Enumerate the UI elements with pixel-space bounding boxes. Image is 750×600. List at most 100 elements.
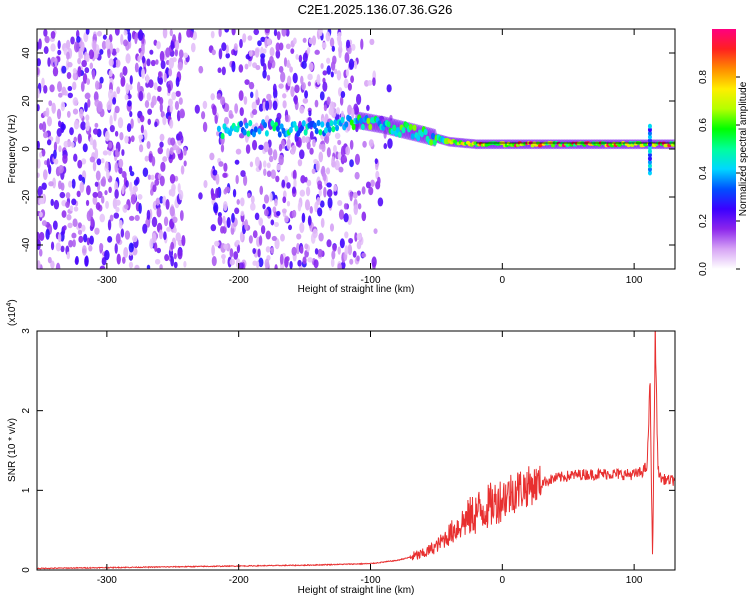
- noise-mark: [67, 141, 72, 147]
- noise-mark: [99, 49, 104, 55]
- spectrogram-x-tick-label: 100: [626, 275, 643, 286]
- noise-mark: [46, 139, 52, 146]
- signal-mark: [408, 123, 413, 131]
- noise-mark: [304, 90, 309, 99]
- noise-mark: [233, 251, 239, 260]
- noise-mark: [250, 202, 256, 211]
- noise-mark: [118, 158, 124, 169]
- noise-mark: [284, 215, 289, 223]
- noise-mark: [275, 42, 281, 52]
- noise-mark: [286, 75, 292, 87]
- noise-mark: [305, 136, 309, 144]
- noise-mark: [71, 232, 77, 239]
- spectrogram-x-tick-label: -300: [97, 275, 117, 286]
- noise-mark: [366, 104, 370, 112]
- noise-mark: [169, 219, 174, 228]
- noise-mark: [118, 219, 123, 229]
- noise-mark: [125, 53, 131, 64]
- noise-mark: [260, 55, 265, 67]
- noise-mark: [89, 235, 94, 245]
- noise-mark: [72, 239, 76, 248]
- colorbar-tick-label: 0.2: [698, 214, 709, 228]
- noise-mark: [139, 115, 145, 123]
- noise-mark: [99, 76, 104, 84]
- noise-mark: [150, 174, 155, 181]
- spike-mark: [647, 148, 652, 154]
- noise-mark: [134, 32, 138, 45]
- noise-mark: [144, 100, 150, 109]
- noise-mark: [123, 247, 129, 259]
- noise-mark: [106, 169, 110, 180]
- noise-mark: [183, 147, 187, 156]
- noise-mark: [351, 43, 356, 51]
- noise-mark: [214, 114, 218, 125]
- noise-mark: [95, 202, 101, 211]
- noise-mark: [353, 204, 359, 216]
- noise-mark: [169, 206, 175, 217]
- noise-mark: [170, 40, 175, 51]
- noise-mark: [154, 179, 160, 186]
- noise-mark: [299, 245, 304, 254]
- signal-mark: [359, 117, 364, 125]
- noise-mark: [255, 260, 260, 269]
- noise-mark: [41, 182, 47, 191]
- noise-mark: [297, 259, 302, 267]
- noise-mark: [238, 262, 244, 269]
- noise-mark: [262, 69, 267, 79]
- noise-mark: [243, 96, 248, 105]
- noise-mark: [159, 196, 164, 204]
- noise-mark: [97, 191, 103, 199]
- signal-mark: [303, 129, 308, 136]
- noise-mark: [77, 229, 83, 235]
- noise-mark: [238, 133, 245, 139]
- noise-mark: [94, 80, 100, 90]
- noise-mark: [146, 140, 151, 150]
- noise-mark: [332, 243, 337, 252]
- noise-mark: [239, 231, 244, 243]
- snr-y-axis-label: SNR (10 * v/v): [7, 418, 18, 482]
- noise-mark: [348, 58, 355, 70]
- noise-mark: [65, 201, 70, 208]
- noise-mark: [146, 58, 151, 67]
- noise-mark: [281, 208, 287, 214]
- noise-mark: [374, 158, 378, 165]
- noise-mark: [243, 174, 248, 187]
- noise-mark: [258, 235, 263, 246]
- noise-mark: [122, 66, 128, 76]
- spectrogram-y-axis-label: Frequency (Hz): [7, 115, 18, 184]
- spectrogram-x-tick-label: -100: [360, 275, 380, 286]
- noise-mark: [326, 239, 332, 248]
- snr-panel: -300 -200 -100 0 100 0 1 2 3 Height of straight…: [6, 299, 676, 596]
- noise-mark: [121, 186, 125, 195]
- noise-mark: [122, 256, 126, 264]
- signal-mark: [312, 122, 317, 129]
- noise-mark: [254, 212, 260, 221]
- signal-mark: [327, 126, 332, 133]
- noise-mark: [141, 55, 146, 64]
- noise-mark: [178, 49, 184, 59]
- noise-mark: [292, 37, 297, 45]
- snr-x-tick-label: -100: [360, 575, 380, 586]
- colorbar: 0.0 0.2 0.4 0.6 0.8 Normalized spectral ampl…: [698, 29, 749, 276]
- signal-mark: [550, 143, 555, 148]
- noise-mark: [233, 43, 238, 51]
- noise-mark: [255, 89, 259, 101]
- noise-mark: [372, 77, 376, 87]
- noise-mark: [272, 100, 278, 111]
- noise-mark: [221, 253, 226, 260]
- noise-mark: [278, 143, 283, 152]
- noise-mark: [94, 122, 99, 128]
- noise-mark: [244, 219, 249, 231]
- noise-mark: [116, 253, 121, 265]
- noise-mark: [124, 230, 131, 240]
- noise-mark: [77, 57, 82, 65]
- noise-mark: [159, 133, 165, 142]
- noise-mark: [77, 222, 82, 229]
- noise-mark: [109, 115, 113, 127]
- noise-mark: [356, 190, 361, 196]
- colorbar-tick-label: 0.4: [698, 166, 709, 180]
- noise-mark: [212, 169, 218, 176]
- noise-mark: [73, 206, 79, 212]
- noise-mark: [356, 255, 360, 262]
